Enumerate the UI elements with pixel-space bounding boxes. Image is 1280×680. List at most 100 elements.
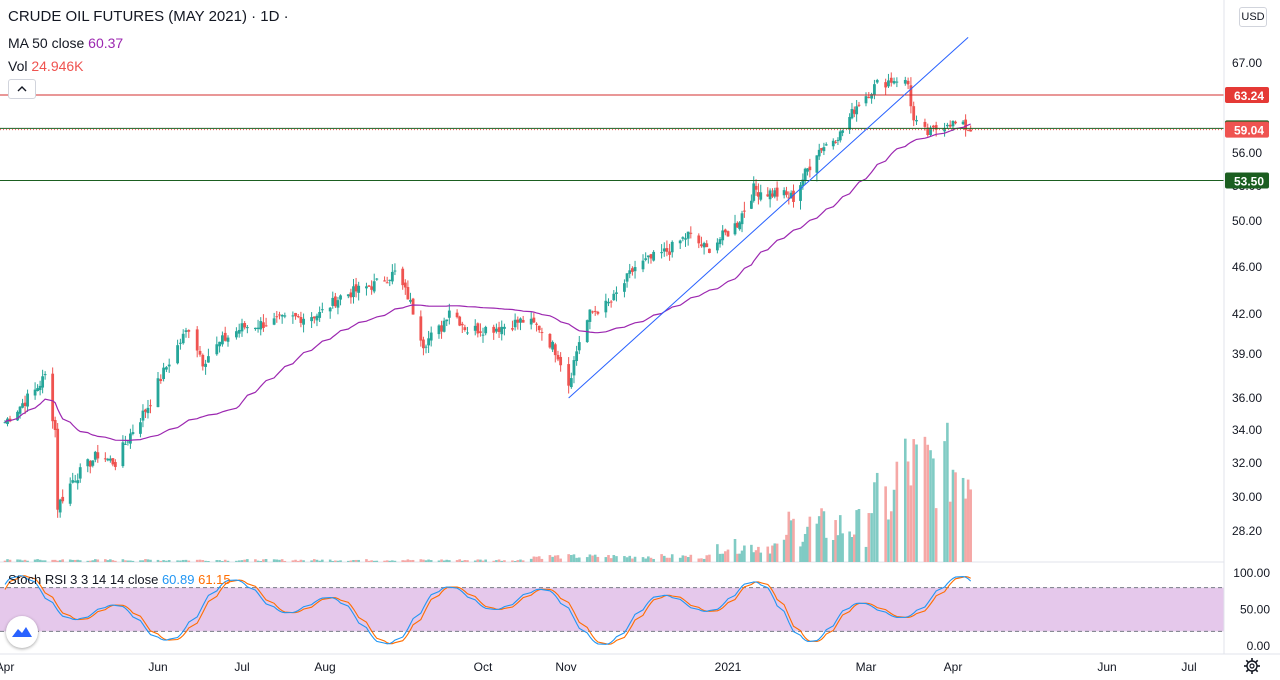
volume-bar bbox=[51, 559, 54, 562]
volume-bar bbox=[932, 458, 935, 562]
candle-body bbox=[831, 140, 835, 147]
candle-body bbox=[749, 200, 753, 209]
collapse-legend-button[interactable] bbox=[8, 79, 36, 99]
candle-body bbox=[91, 460, 95, 466]
candle-body bbox=[346, 294, 350, 297]
candle-body bbox=[106, 458, 110, 461]
trendline-path bbox=[568, 37, 969, 399]
volume-bar bbox=[850, 537, 854, 562]
candle-body bbox=[808, 166, 812, 171]
volume-bar bbox=[754, 550, 758, 562]
candle-body bbox=[757, 192, 760, 197]
volume-bar bbox=[660, 554, 663, 562]
volume-bar bbox=[808, 516, 812, 562]
price-tick-label: 32.00 bbox=[1232, 456, 1262, 470]
candle-body bbox=[644, 258, 648, 260]
candle-body bbox=[221, 335, 224, 345]
volume-bar bbox=[440, 559, 443, 562]
candle-body bbox=[195, 329, 199, 351]
volume-bar bbox=[815, 523, 819, 562]
volume-bar bbox=[670, 554, 674, 562]
time-tick-label: Jul bbox=[1181, 660, 1196, 674]
candle-body bbox=[272, 318, 276, 325]
candle-body bbox=[121, 442, 125, 467]
volume-bar bbox=[141, 560, 145, 562]
candle-body bbox=[427, 338, 431, 346]
candle-body bbox=[948, 124, 952, 127]
volume-bar bbox=[26, 560, 29, 562]
volume-bar bbox=[278, 559, 281, 562]
volume-bar bbox=[96, 559, 100, 562]
volume-bar bbox=[18, 559, 22, 562]
volume-bar bbox=[352, 560, 355, 562]
candle-body bbox=[516, 319, 520, 323]
volume-bar bbox=[625, 557, 629, 562]
candle-body bbox=[88, 461, 92, 467]
symbol-title[interactable]: CRUDE OIL FUTURES (MAY 2021) · 1D · bbox=[8, 8, 289, 25]
volume-bar bbox=[500, 560, 504, 562]
time-tick-label: Aug bbox=[314, 660, 335, 674]
candle-body bbox=[787, 197, 791, 199]
price-label-resistance: 63.24 bbox=[1234, 89, 1264, 103]
candle-body bbox=[176, 345, 179, 364]
volume-bar bbox=[906, 461, 910, 562]
volume-bar bbox=[848, 531, 851, 562]
candle-body bbox=[559, 356, 563, 366]
candle-body bbox=[903, 79, 907, 84]
candle-body bbox=[929, 127, 932, 136]
candle-body bbox=[697, 235, 701, 244]
candle-body bbox=[167, 364, 171, 367]
candle-body bbox=[226, 337, 230, 342]
tradingview-logo-icon[interactable] bbox=[6, 616, 38, 648]
candle-body bbox=[670, 241, 674, 253]
volume-bar bbox=[111, 560, 115, 562]
stoch-legend[interactable]: Stoch RSI 3 3 14 14 close 60.89 61.15 bbox=[8, 572, 231, 587]
volume-bar bbox=[16, 559, 19, 562]
volume-bar bbox=[577, 557, 581, 562]
candle-body bbox=[966, 129, 970, 131]
volume-bar bbox=[36, 559, 39, 562]
candle-body bbox=[909, 85, 913, 107]
volume-bar bbox=[570, 555, 573, 562]
candle-body bbox=[481, 334, 485, 336]
volume-bar bbox=[785, 534, 788, 562]
volume-bar bbox=[283, 560, 287, 562]
candle-body bbox=[96, 452, 100, 459]
candle-body bbox=[16, 411, 19, 421]
currency-button[interactable]: USD bbox=[1239, 7, 1267, 27]
candle-body bbox=[328, 307, 332, 312]
candle-body bbox=[401, 268, 405, 286]
candle-body bbox=[705, 243, 709, 248]
candle-body bbox=[318, 311, 322, 318]
volume-bar bbox=[551, 556, 554, 562]
gear-icon[interactable] bbox=[1243, 657, 1261, 675]
volume-bar bbox=[8, 559, 12, 562]
volume-bar bbox=[476, 559, 480, 562]
candle-body bbox=[551, 341, 555, 350]
candle-body bbox=[73, 481, 77, 483]
volume-bar bbox=[857, 509, 861, 562]
stoch-tick-label: 50.00 bbox=[1240, 603, 1270, 617]
candle-body bbox=[458, 316, 462, 326]
volume-bar bbox=[162, 560, 165, 562]
volume-bar bbox=[961, 477, 965, 562]
candle-body bbox=[754, 185, 758, 190]
volume-bar bbox=[623, 556, 626, 562]
candle-body bbox=[409, 299, 412, 302]
volume-bar bbox=[179, 560, 182, 562]
vol-legend[interactable]: Vol 24.946K bbox=[8, 58, 84, 74]
candle-body bbox=[403, 282, 407, 288]
candle-body bbox=[954, 121, 957, 124]
volume-bar bbox=[575, 557, 578, 562]
volume-bar bbox=[864, 546, 868, 562]
volume-bar bbox=[628, 555, 632, 562]
volume-bar bbox=[256, 560, 260, 562]
volume-bar bbox=[604, 557, 608, 562]
volume-bar bbox=[934, 508, 938, 562]
volume-bar bbox=[61, 559, 64, 562]
candle-body bbox=[264, 325, 268, 327]
ma-legend[interactable]: MA 50 close 60.37 bbox=[8, 35, 123, 51]
candle-body bbox=[588, 309, 592, 322]
volume-bar bbox=[159, 560, 163, 562]
